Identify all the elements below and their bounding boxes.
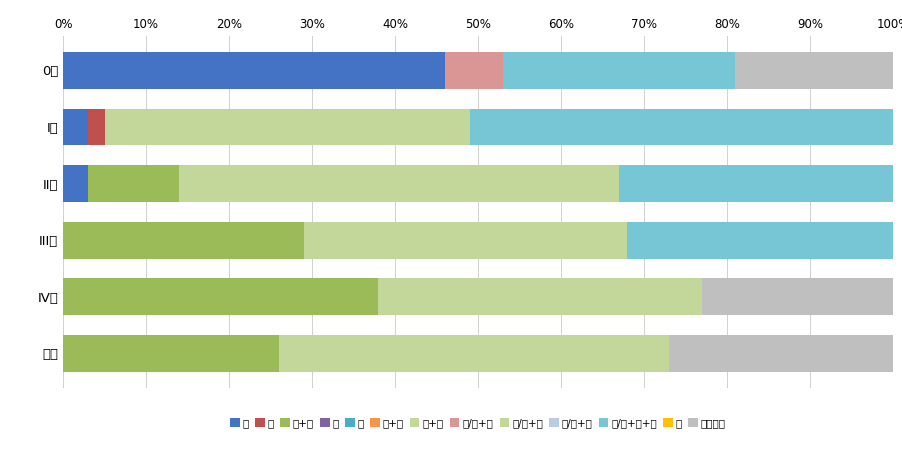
Bar (304, 222, 628, 259)
Bar (63, 335, 279, 372)
Bar (63, 222, 304, 259)
Bar (702, 278, 893, 315)
Bar (63, 278, 379, 315)
Bar (628, 222, 893, 259)
Bar (88, 165, 179, 202)
Bar (88, 109, 105, 146)
Bar (503, 52, 735, 89)
Bar (619, 165, 893, 202)
Bar (379, 278, 702, 315)
Bar (470, 109, 893, 146)
Bar (735, 52, 893, 89)
Bar (63, 165, 88, 202)
Bar (63, 109, 88, 146)
Bar (63, 52, 445, 89)
Bar (445, 52, 503, 89)
Bar (105, 109, 470, 146)
Bar (669, 335, 893, 372)
Bar (279, 335, 669, 372)
Legend: 手, 内, 手+内, 放, 薬, 放+薬, 薬+他, 手/内+放, 手/内+薬, 手/内+他, 手/内+放+薬, 他, 治療なし: 手, 内, 手+内, 放, 薬, 放+薬, 薬+他, 手/内+放, 手/内+薬,… (226, 414, 730, 433)
Bar (179, 165, 619, 202)
